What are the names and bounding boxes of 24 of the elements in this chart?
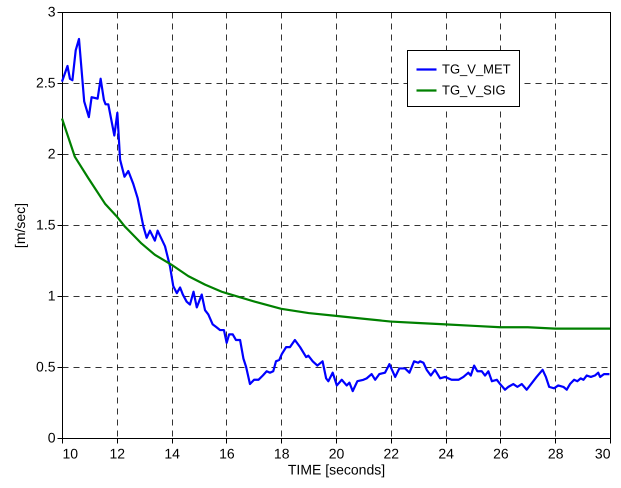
x-tick-label: 16 — [219, 446, 235, 462]
y-axis-title: [m/sec] — [12, 202, 28, 248]
x-tick-label: 14 — [164, 446, 180, 462]
x-tick-label: 24 — [438, 446, 454, 462]
y-tick-label: 0.5 — [36, 358, 56, 374]
line-series — [60, 117, 612, 330]
y-tick-label: 0 — [48, 430, 56, 446]
y-tick-label: 1.5 — [36, 216, 56, 232]
x-tick-label: 28 — [548, 446, 564, 462]
x-axis-title: TIME [seconds] — [288, 462, 386, 478]
x-tick-label: 10 — [62, 446, 78, 462]
x-tick-label: 26 — [493, 446, 509, 462]
y-tick-label: 2.5 — [36, 74, 56, 90]
legend-label: TG_V_MET — [442, 62, 511, 76]
line-series — [60, 38, 611, 392]
x-tick-label: 30 — [594, 446, 611, 462]
x-tick-label: 18 — [274, 446, 290, 462]
y-tick-label: 1 — [48, 288, 56, 304]
y-tick-label: 2 — [48, 146, 56, 162]
y-tick-label: 3 — [48, 4, 56, 20]
x-tick-label: 20 — [328, 446, 344, 462]
legend-label: TG_V_SIG — [442, 82, 506, 98]
x-tick-label: 22 — [384, 446, 400, 462]
x-tick-label: 12 — [110, 446, 126, 462]
